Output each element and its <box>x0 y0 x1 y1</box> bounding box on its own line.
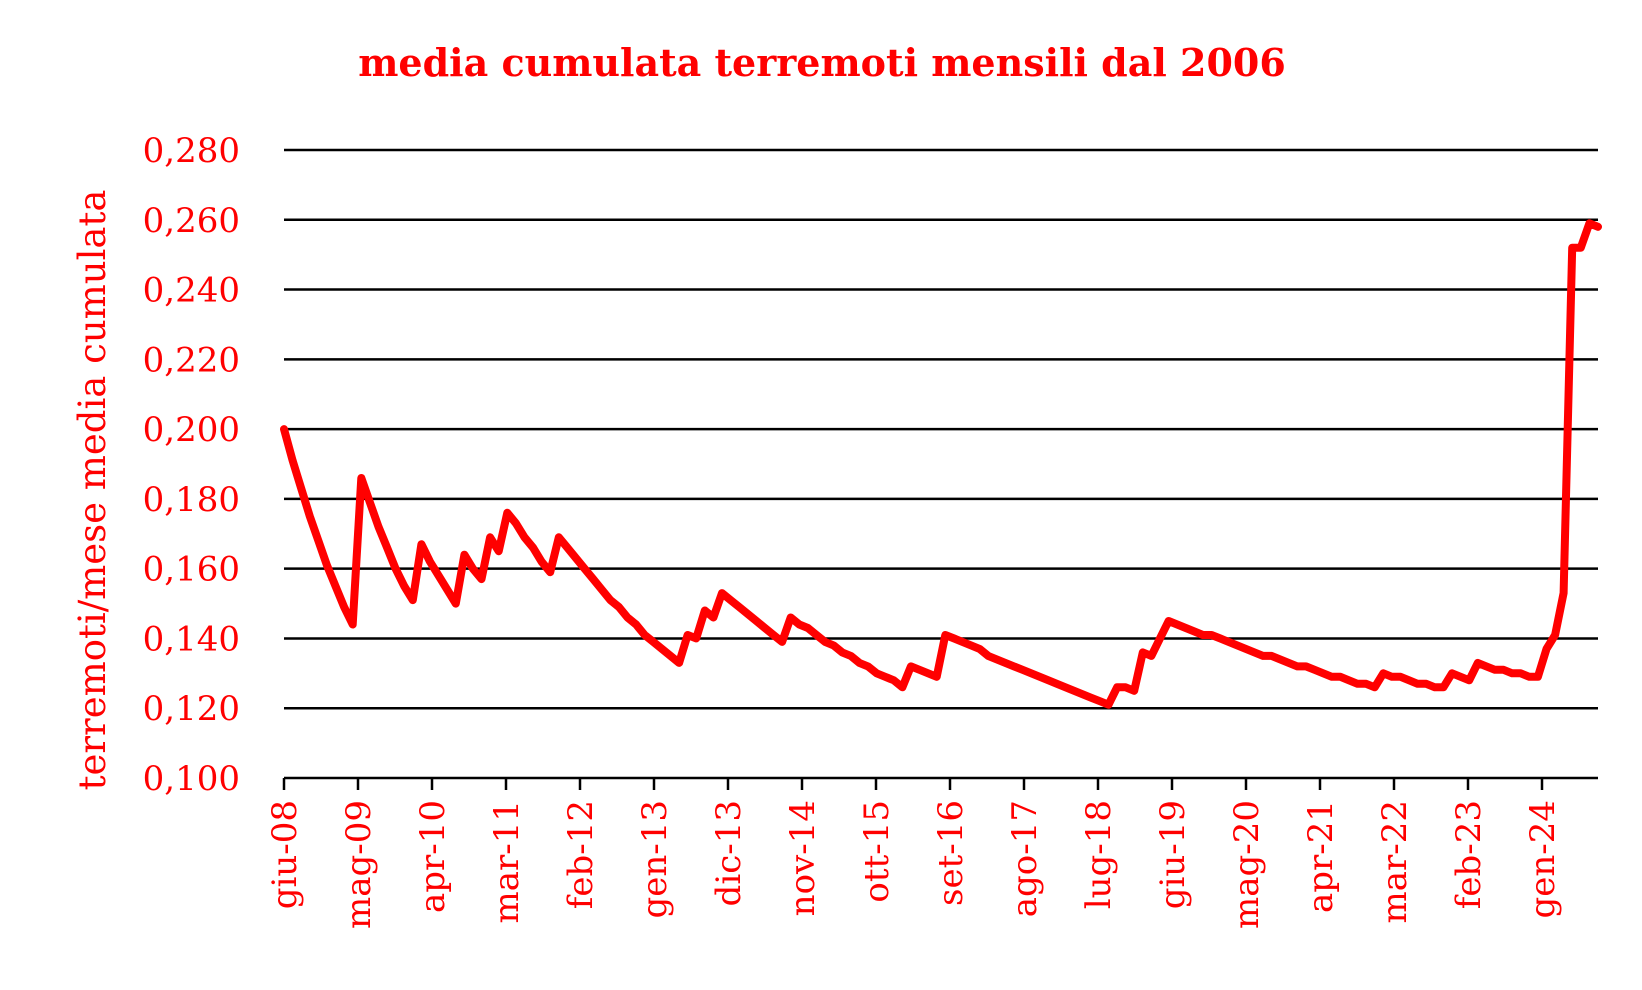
x-tick-label: giu-19 <box>1153 800 1193 909</box>
y-tick-label: 0,280 <box>143 131 240 171</box>
y-tick-label: 0,200 <box>143 410 240 450</box>
y-tick-label: 0,260 <box>143 201 240 241</box>
y-tick-label: 0,160 <box>143 550 240 590</box>
x-tick-label: mag-20 <box>1227 800 1267 929</box>
series-line <box>280 219 1602 709</box>
x-tick-label: mag-09 <box>339 800 379 929</box>
x-tick-label: nov-14 <box>783 800 823 916</box>
y-tick-label: 0,180 <box>143 480 240 520</box>
series-layer <box>280 219 1602 709</box>
x-tick-label: dic-13 <box>709 800 749 906</box>
x-tick-label: feb-12 <box>561 800 601 909</box>
chart-title: media cumulata terremoti mensili dal 200… <box>358 40 1286 85</box>
x-tick-label: gen-13 <box>635 800 675 919</box>
y-tick-label: 0,240 <box>143 271 240 311</box>
y-axis-title: terremoti/mese media cumulata <box>71 190 114 791</box>
x-tick-label: ott-15 <box>857 800 897 903</box>
y-tick-label: 0,140 <box>143 619 240 659</box>
x-axis-ticks: giu-08 mag-09 apr-10 mar-11 feb-12 gen-13 dic-… <box>265 800 1563 929</box>
x-tick-label: mar-11 <box>487 800 527 924</box>
x-tick-label: gen-24 <box>1523 800 1563 919</box>
y-axis-ticks: 0,100 0,120 0,140 0,160 0,180 0,200 0,220 0,240… <box>143 131 240 799</box>
x-tick-label: apr-21 <box>1301 800 1341 913</box>
y-tick-label: 0,220 <box>143 340 240 380</box>
x-tick-label: giu-08 <box>265 800 305 909</box>
x-tick-label: set-16 <box>931 800 971 906</box>
y-tick-label: 0,120 <box>143 689 240 729</box>
gridlines <box>284 148 1598 780</box>
x-tick-label: feb-23 <box>1449 800 1489 909</box>
x-tick-label: mar-22 <box>1375 800 1415 924</box>
y-tick-label: 0,100 <box>143 759 240 799</box>
x-tick-label: apr-10 <box>413 800 453 913</box>
x-tick-label: ago-17 <box>1005 800 1045 917</box>
x-axis <box>282 778 1544 790</box>
x-tick-label: lug-18 <box>1079 800 1119 909</box>
